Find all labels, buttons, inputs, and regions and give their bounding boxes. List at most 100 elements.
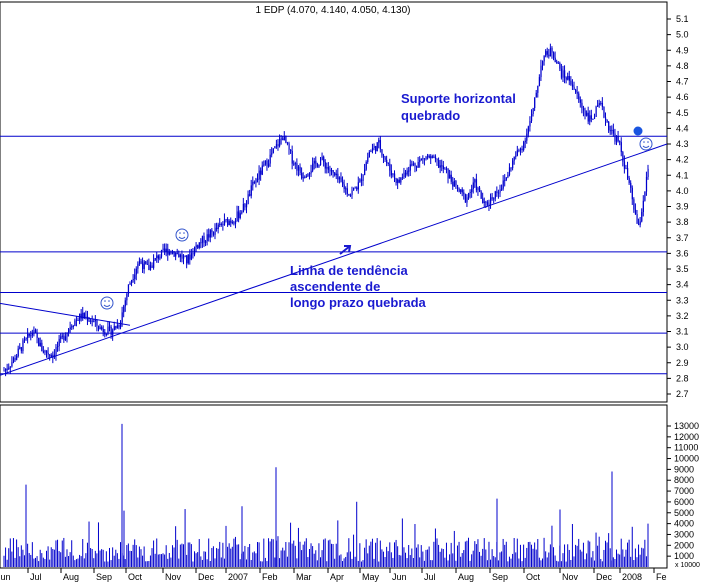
candle-body bbox=[52, 354, 54, 358]
candle-body bbox=[430, 156, 432, 159]
price-tick-label: 4.7 bbox=[676, 77, 689, 87]
time-tick-label: Fe bbox=[656, 572, 667, 582]
candle-body bbox=[420, 158, 422, 160]
trendline bbox=[0, 302, 131, 326]
candle-body bbox=[212, 232, 215, 235]
time-tick-label: Aug bbox=[458, 572, 474, 582]
candle-body bbox=[510, 167, 512, 169]
candle-body bbox=[283, 136, 285, 141]
volume-tick-label: 2000 bbox=[674, 540, 694, 550]
horizontal-levels bbox=[0, 135, 667, 375]
candle-body bbox=[308, 173, 311, 175]
price-axis: 5.1 5.0 4.9 4.8 4.7 4.6 4.5 4.4 4.3 4.2 4.1 4.0 3.9 3… bbox=[667, 14, 689, 399]
candle-body bbox=[636, 214, 638, 224]
candle-body bbox=[19, 347, 21, 349]
candle-body bbox=[639, 221, 641, 225]
candle-body bbox=[301, 172, 303, 179]
candle-body bbox=[217, 224, 219, 229]
candle-body bbox=[604, 117, 607, 120]
candle-body bbox=[494, 191, 496, 199]
candle-body bbox=[154, 258, 156, 261]
candle-body bbox=[423, 158, 426, 160]
volume-tick-label: 4000 bbox=[674, 519, 694, 529]
candle-body bbox=[157, 255, 160, 259]
candle-body bbox=[600, 102, 602, 104]
candle-body bbox=[453, 180, 456, 187]
candle-body bbox=[348, 194, 350, 196]
candle-body bbox=[310, 170, 312, 174]
candle-body bbox=[620, 142, 622, 153]
candle-body bbox=[69, 327, 71, 330]
candle-body bbox=[148, 264, 150, 271]
candle-body bbox=[97, 325, 100, 330]
candle-body bbox=[9, 366, 11, 368]
candle-body bbox=[36, 332, 38, 338]
candle-body bbox=[315, 160, 317, 164]
candle-body bbox=[64, 336, 67, 341]
candle-body bbox=[38, 337, 40, 346]
candle-body bbox=[272, 148, 274, 154]
candle-body bbox=[425, 156, 427, 160]
candle-body bbox=[587, 112, 589, 122]
volume-bars bbox=[3, 423, 649, 567]
candle-body bbox=[77, 319, 79, 321]
candle-body bbox=[540, 65, 542, 78]
annotation-trend-line-1: Linha de tendência bbox=[290, 263, 409, 278]
candle-body bbox=[642, 200, 644, 213]
candle-body bbox=[529, 120, 531, 127]
candle-body bbox=[160, 249, 163, 257]
candle-body bbox=[143, 261, 145, 270]
candle-body bbox=[286, 142, 289, 144]
candle-body bbox=[71, 326, 73, 328]
time-tick-label: Feb bbox=[262, 572, 278, 582]
candle-body bbox=[419, 159, 421, 162]
candle-body bbox=[236, 211, 238, 222]
candle-body bbox=[327, 167, 330, 170]
candle-body bbox=[170, 251, 172, 254]
candle-body bbox=[400, 177, 402, 183]
candle-body bbox=[3, 370, 5, 372]
candle-body bbox=[518, 150, 520, 152]
candle-body bbox=[579, 99, 581, 103]
volume-tick-label: 6000 bbox=[674, 497, 694, 507]
candle-body bbox=[16, 356, 18, 360]
price-tick-label: 4.4 bbox=[676, 123, 689, 133]
candle-body bbox=[34, 330, 37, 333]
candle-body bbox=[530, 114, 533, 121]
candle-body bbox=[422, 158, 424, 160]
candle-body bbox=[449, 174, 451, 179]
candle-body bbox=[491, 197, 493, 199]
candle-body bbox=[198, 242, 200, 248]
volume-tick-label: 5000 bbox=[674, 508, 694, 518]
time-tick-label: Dec bbox=[596, 572, 613, 582]
candle-body bbox=[486, 202, 489, 205]
candle-body bbox=[30, 335, 32, 337]
candle-body bbox=[134, 274, 136, 280]
candle-body bbox=[121, 312, 123, 323]
candle-body bbox=[565, 77, 567, 80]
candle-body bbox=[137, 263, 139, 269]
candle-body bbox=[61, 335, 63, 337]
price-tick-label: 3.6 bbox=[676, 248, 689, 258]
candle-body bbox=[280, 138, 282, 140]
candle-body bbox=[233, 222, 235, 224]
candle-body bbox=[345, 188, 347, 190]
candle-body bbox=[411, 164, 413, 166]
candle-body bbox=[135, 268, 137, 275]
candle-body bbox=[93, 321, 95, 323]
candle-body bbox=[534, 97, 536, 109]
candle-body bbox=[247, 194, 249, 205]
candle-body bbox=[277, 144, 279, 147]
candle-body bbox=[326, 167, 328, 169]
candle-body bbox=[508, 167, 511, 175]
candle-body bbox=[359, 179, 361, 183]
candle-body bbox=[464, 194, 467, 203]
time-tick-label: Jun bbox=[0, 572, 11, 582]
candle-body bbox=[269, 154, 271, 164]
time-tick-label: Aug bbox=[63, 572, 79, 582]
candle-body bbox=[477, 187, 479, 191]
candle-body bbox=[230, 220, 232, 223]
candle-body bbox=[608, 121, 610, 131]
candle-body bbox=[211, 230, 213, 233]
candle-body bbox=[206, 234, 208, 242]
